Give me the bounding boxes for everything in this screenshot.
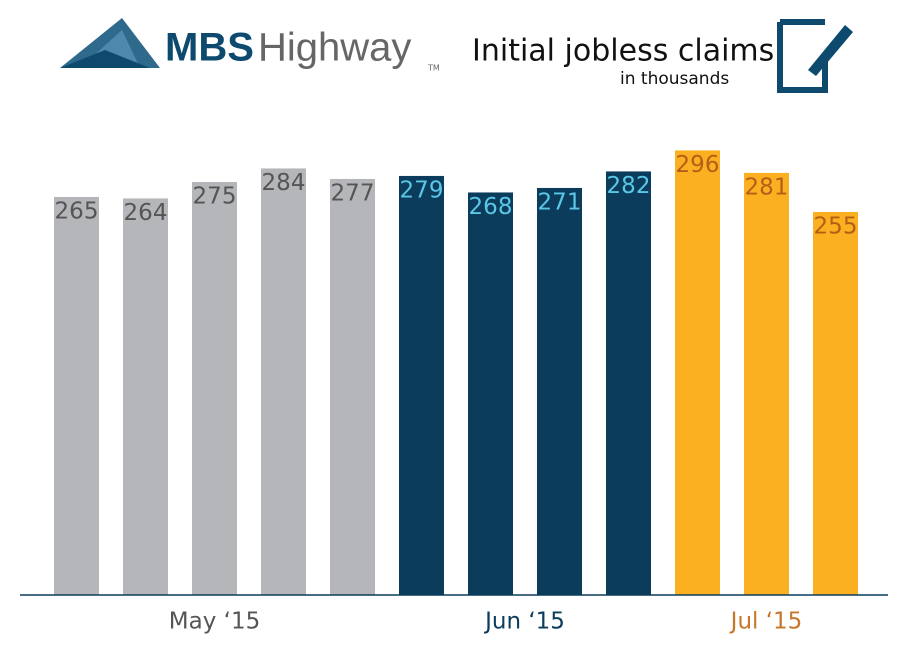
value-label: 265 <box>55 198 99 224</box>
bar <box>813 211 858 596</box>
logo-mark <box>60 50 150 68</box>
logo: MBS Highway TM <box>60 18 440 73</box>
bar <box>468 192 513 596</box>
value-label: 255 <box>814 213 858 239</box>
bar <box>399 175 444 595</box>
bar <box>54 196 99 595</box>
bar <box>330 178 375 596</box>
value-label: 281 <box>745 174 789 200</box>
bar <box>744 172 789 596</box>
group-label: May ‘15 <box>169 609 260 635</box>
bar <box>675 150 720 595</box>
value-label: 271 <box>538 189 582 215</box>
value-label: 296 <box>676 152 720 178</box>
icon-frame <box>777 19 828 93</box>
value-label: 264 <box>124 200 168 226</box>
value-label: 275 <box>193 183 237 209</box>
value-label: 282 <box>607 173 651 199</box>
value-label: 277 <box>331 180 375 206</box>
chart-title: Initial jobless claims <box>472 34 774 69</box>
group-label: Jul ‘15 <box>729 609 803 635</box>
group-label: Jun ‘15 <box>483 609 565 635</box>
bar <box>192 181 237 595</box>
chart-subtitle: in thousands <box>620 69 729 89</box>
bar <box>261 168 306 595</box>
bar <box>123 198 168 596</box>
value-label: 279 <box>400 177 444 203</box>
trademark: TM <box>427 64 440 73</box>
bar <box>606 171 651 595</box>
value-label: 268 <box>469 194 513 220</box>
pen-icon <box>777 19 853 93</box>
bar <box>537 187 582 595</box>
value-label: 284 <box>262 170 306 196</box>
brand-bold: MBS <box>165 26 254 70</box>
brand: Highway <box>258 26 411 70</box>
icon-pen <box>808 25 853 76</box>
